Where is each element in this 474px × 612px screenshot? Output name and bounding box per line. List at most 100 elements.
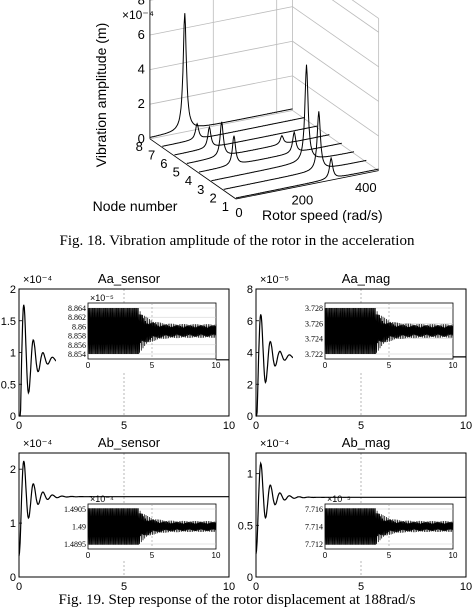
fig19-x-tick: 10 <box>223 581 235 593</box>
fig18-axes: 02468123456780200400 <box>136 0 379 220</box>
fig19-inset-x-tick: 5 <box>387 551 392 560</box>
fig19-inset-y-tick: 1.4895 <box>64 540 86 549</box>
fig19-inset-y-tick: 8.856 <box>68 341 86 350</box>
fig19-inset-x-tick: 5 <box>150 361 155 370</box>
fig19-panel-2: Aa_mag ×10⁻⁵ 0 2 4 6 8 0 5 10 3.728 3.726 3.724 3.722… <box>247 271 472 432</box>
fig18-node-tick: 3 <box>197 182 204 197</box>
fig18-trace-node-2 <box>223 111 367 190</box>
fig19-x-tick: 10 <box>460 581 472 593</box>
fig18-traces <box>149 13 379 199</box>
fig18-trace-node-1 <box>235 156 379 199</box>
fig19-y-tick: 0.5 <box>1 379 16 391</box>
fig19-inset: 3.728 3.726 3.724 3.722 5 10 0 <box>293 302 458 371</box>
fig19-y-tick: 1 <box>10 518 16 530</box>
fig18-z-tick: 0 <box>138 131 145 146</box>
fig19-inset-y-tick: 3.724 <box>305 335 323 344</box>
fig18-node-tick: 2 <box>209 190 216 205</box>
fig19-x-tick: 0 <box>253 420 259 432</box>
fig18-node-tick: 5 <box>173 165 180 180</box>
fig19-inset-y-tick: 7.712 <box>305 540 323 549</box>
fig19-inset-x-tick: 0 <box>86 551 91 560</box>
fig19-inset-y-tick: 8.858 <box>68 332 86 341</box>
fig19-response-curve <box>18 460 229 557</box>
fig18-speed-tick: 400 <box>355 180 377 195</box>
fig18-trace-node-5 <box>186 121 330 164</box>
fig18-speed-tick: 0 <box>235 205 242 220</box>
fig18-node-tick: 1 <box>222 199 229 214</box>
fig19-inset-x-tick: 5 <box>150 551 155 560</box>
fig19-panel-title: Aa_sensor <box>98 271 161 286</box>
fig18-z-tick: 6 <box>138 27 145 42</box>
fig19-panel-title: Aa_mag <box>342 271 390 286</box>
fig18-trace-node-8 <box>149 13 293 138</box>
fig19-inset-y-tick: 3.728 <box>305 304 323 313</box>
fig19-y-tick: 2 <box>10 464 16 476</box>
fig19-y-tick: 6 <box>247 316 253 328</box>
fig19-inset-curve <box>324 307 454 355</box>
fig19-x-tick: 5 <box>358 581 364 593</box>
fig18-node-tick: 7 <box>148 147 155 162</box>
fig18-z-tick: 8 <box>138 0 145 7</box>
fig19-caption: Fig. 19. Step response of the rotor disp… <box>58 592 416 608</box>
fig19-inset-x-tick: 10 <box>212 551 221 560</box>
fig19-panel-3: Ab_sensor ×10⁻⁴ 0 1 2 0 5 10 1.4905 1.49 1.4895 ×10… <box>10 435 235 593</box>
fig19-inset-exponent: ×10⁻⁵ <box>90 293 114 303</box>
fig19-inset-y-tick: 1.49 <box>72 523 86 532</box>
fig19-y-tick: 0 <box>10 572 16 584</box>
fig19-x-tick: 10 <box>460 420 472 432</box>
fig19-inset-y-tick: 8.86 <box>72 322 86 331</box>
fig19-inset-curve <box>324 508 454 545</box>
fig18-node-tick: 8 <box>136 139 143 154</box>
fig19-exponent: ×10⁻⁵ <box>260 274 289 286</box>
fig19-y-tick: 2 <box>247 379 253 391</box>
fig19-inset-x-tick: 5 <box>387 361 392 370</box>
fig19-panel-title: Ab_mag <box>342 435 390 450</box>
fig19-panel-4: Ab_mag×10⁻⁴00.510 5 107.7167.7147.712×10⁻⁵… <box>238 435 472 593</box>
fig19-inset-x-tick: 0 <box>323 551 328 560</box>
fig19-response-curve <box>255 461 466 555</box>
fig19-y-tick: 4 <box>247 348 253 360</box>
fig19-x-tick: 0 <box>16 420 22 432</box>
fig18-trace-node-7 <box>162 117 305 147</box>
fig19-y-tick: 1.5 <box>1 316 16 328</box>
fig19-y-tick: 1 <box>247 469 253 481</box>
fig19-x-tick: 5 <box>121 581 127 593</box>
fig19-exponent: ×10⁻⁴ <box>23 438 52 450</box>
fig18-speed-tick: 200 <box>292 192 314 207</box>
fig19-inset-y-tick: 7.714 <box>305 523 323 532</box>
fig19-inset-x-tick: 0 <box>323 361 328 370</box>
fig18-trace-node-3 <box>211 64 355 182</box>
fig19-inset-y-tick: 8.854 <box>68 350 86 359</box>
fig18-node-tick: 6 <box>160 156 167 171</box>
fig19-inset-exponent: ×10⁻⁵ <box>327 494 351 504</box>
fig18-y-label: Node number <box>93 198 178 214</box>
fig18-z-label: Vibration amplitude (m) <box>93 23 109 167</box>
fig18-trace-node-6 <box>174 125 318 156</box>
fig19-inset-y-tick: 3.726 <box>305 319 323 328</box>
fig18-chart: 02468123456780200400 ×10⁻⁴ Vibration amp… <box>93 0 383 223</box>
fig19-inset-curve <box>87 508 217 545</box>
fig19-exponent: ×10⁻⁴ <box>260 438 289 450</box>
fig19-inset-y-tick: 8.864 <box>68 304 86 313</box>
fig19-x-tick: 10 <box>223 420 235 432</box>
fig19-inset-y-tick: 8.862 <box>68 313 86 322</box>
fig19-inset: 7.716 7.714 7.712 ×10⁻⁵ 5 10 0 <box>293 494 458 561</box>
fig19-y-tick: 0.5 <box>238 520 253 532</box>
fig19-inset-x-tick: 10 <box>449 361 458 370</box>
fig18-z-tick: 4 <box>138 62 145 77</box>
fig19-y-tick: 0 <box>247 572 253 584</box>
fig18-z-tick: 2 <box>138 96 145 111</box>
fig19-inset-y-tick: 3.722 <box>305 350 323 359</box>
fig19-axes-box <box>255 452 467 578</box>
fig19-y-tick: 0 <box>247 411 253 423</box>
fig19-panel-1: Aa_sensor×10⁻⁴00.511.520 5 108.8648.8628.8… <box>1 271 235 432</box>
fig19-exponent: ×10⁻⁴ <box>23 274 52 286</box>
fig19-inset-x-tick: 0 <box>86 361 91 370</box>
fig19-y-tick: 1 <box>10 348 16 360</box>
fig19-inset: 1.4905 1.49 1.4895 ×10⁻⁴ 5 10 0 <box>56 494 221 561</box>
fig18-x-label: Rotor speed (rad/s) <box>262 207 383 223</box>
fig18-node-tick: 4 <box>185 173 192 188</box>
fig19-x-tick: 0 <box>253 581 259 593</box>
fig19-x-tick: 0 <box>16 581 22 593</box>
